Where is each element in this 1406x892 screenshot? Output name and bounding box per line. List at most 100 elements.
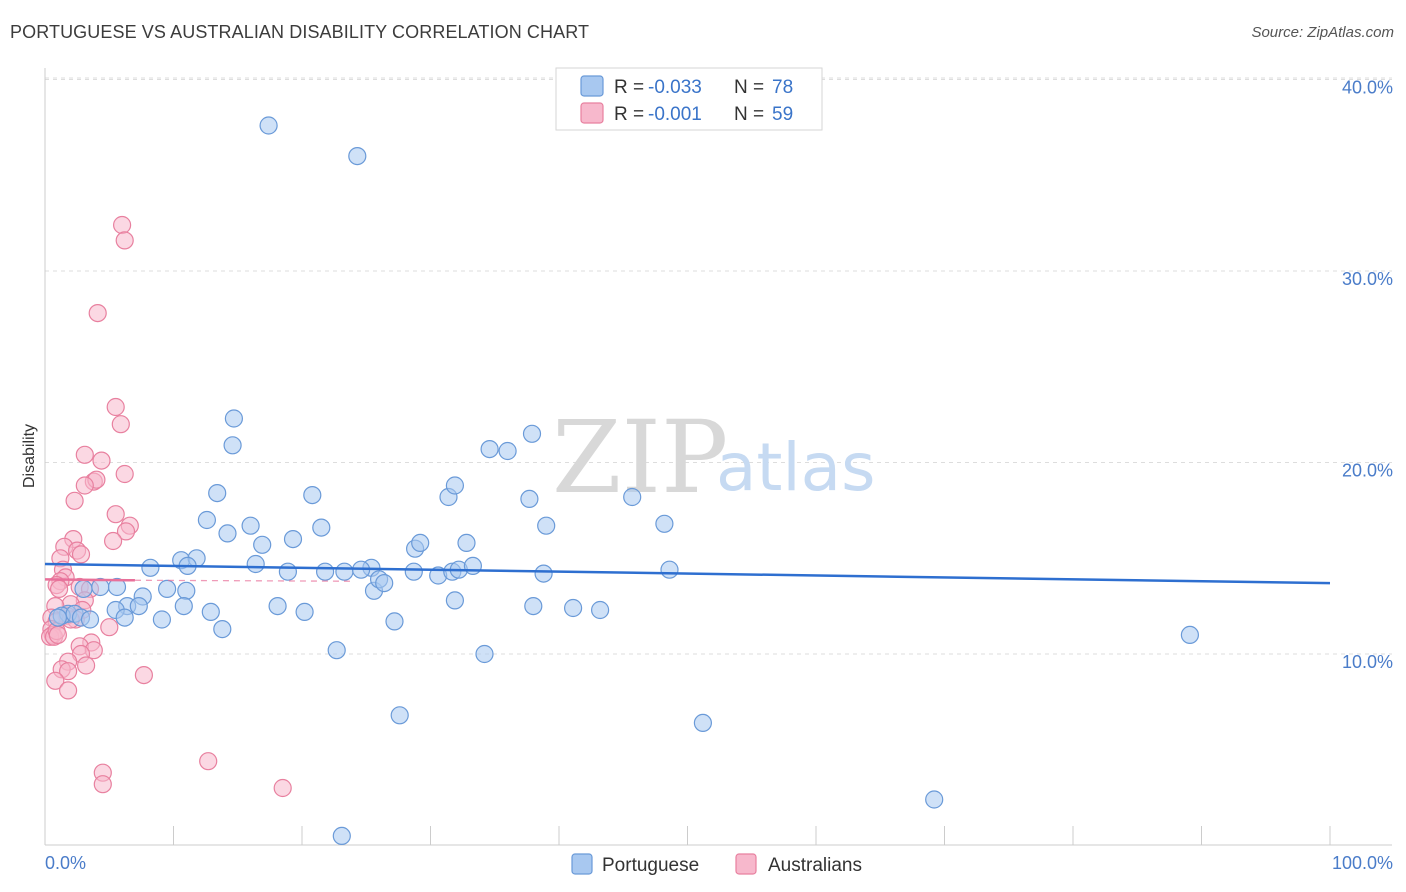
y-tick-label-1: 20.0% xyxy=(1342,461,1393,481)
watermark: ZIP atlas xyxy=(552,399,876,516)
point-portuguese-64 xyxy=(537,516,556,535)
chart-title: PORTUGUESE VS AUSTRALIAN DISABILITY CORR… xyxy=(10,22,590,42)
point-portuguese-6 xyxy=(197,510,216,530)
point-portuguese-70 xyxy=(590,600,610,620)
point-portuguese-3 xyxy=(223,436,242,455)
y-tick-labels: 10.0% 20.0% 30.0% 40.0% xyxy=(1342,78,1393,673)
point-australians-10 xyxy=(75,476,94,495)
point-portuguese-59 xyxy=(445,476,464,495)
y-tick-label-3: 40.0% xyxy=(1342,78,1393,98)
point-portuguese-45 xyxy=(375,573,394,593)
legend-n-value-portuguese: 78 xyxy=(772,77,793,98)
point-portuguese-2 xyxy=(224,409,243,428)
point-australians-7 xyxy=(115,464,134,484)
legend-r-value-portuguese: -0.033 xyxy=(648,77,702,98)
point-portuguese-62 xyxy=(522,424,542,443)
legend-swatch-australians xyxy=(580,102,604,124)
point-portuguese-9 xyxy=(253,535,272,554)
point-portuguese-50 xyxy=(385,612,404,631)
axes xyxy=(44,68,1392,846)
legend-n-label-australians: N = xyxy=(734,104,764,125)
point-portuguese-10 xyxy=(283,529,303,549)
point-australians-52 xyxy=(199,752,218,771)
point-portuguese-51 xyxy=(327,641,346,660)
point-portuguese-11 xyxy=(312,518,331,537)
point-portuguese-39 xyxy=(295,602,314,622)
point-portuguese-0 xyxy=(259,116,278,135)
point-portuguese-47 xyxy=(404,562,423,581)
legend-r-label-portuguese: R = xyxy=(614,77,644,98)
point-portuguese-60 xyxy=(480,440,499,459)
legend-swatch-portuguese xyxy=(580,75,604,97)
point-australians-3 xyxy=(106,397,125,417)
point-australians-0 xyxy=(112,215,132,235)
point-portuguese-57 xyxy=(457,533,476,553)
point-portuguese-32 xyxy=(129,596,148,616)
legend-n-label-portuguese: N = xyxy=(734,77,764,98)
point-portuguese-36 xyxy=(152,610,171,629)
point-portuguese-23 xyxy=(74,579,93,599)
point-portuguese-17 xyxy=(278,562,297,581)
point-australians-46 xyxy=(76,656,96,675)
point-portuguese-56 xyxy=(463,556,482,576)
point-portuguese-71 xyxy=(623,487,642,507)
point-australians-14 xyxy=(116,522,136,541)
watermark-atlas: atlas xyxy=(716,429,876,506)
point-portuguese-77 xyxy=(332,826,351,846)
point-portuguese-69 xyxy=(563,598,583,618)
point-portuguese-8 xyxy=(241,516,260,535)
point-australians-25 xyxy=(49,579,69,599)
point-portuguese-73 xyxy=(660,560,679,579)
point-australians-2 xyxy=(88,304,107,323)
point-portuguese-66 xyxy=(524,596,543,616)
source-label: Source: ZipAtlas.com xyxy=(1251,24,1394,41)
point-portuguese-1 xyxy=(348,147,367,166)
legend: R = -0.033 N = 78 R = -0.001 N = 59 xyxy=(555,67,823,131)
trend-dashed-australians xyxy=(134,579,354,582)
point-australians-55 xyxy=(273,778,292,798)
bottom-legend-label-portuguese: Portuguese xyxy=(602,855,699,876)
y-tick-label-2: 30.0% xyxy=(1342,269,1393,289)
point-australians-49 xyxy=(134,665,153,685)
point-portuguese-34 xyxy=(174,596,193,616)
point-portuguese-37 xyxy=(213,619,232,639)
point-australians-4 xyxy=(111,415,130,434)
point-portuguese-63 xyxy=(520,489,539,508)
x-tick-labels: 0.0% 100.0% xyxy=(45,853,1393,873)
point-australians-51 xyxy=(58,681,78,700)
trend-lines xyxy=(44,562,1331,585)
point-portuguese-16 xyxy=(246,554,265,574)
point-australians-57 xyxy=(48,625,68,645)
bottom-legend-swatch-portuguese xyxy=(571,853,593,875)
point-portuguese-29 xyxy=(80,610,100,629)
point-portuguese-40 xyxy=(316,562,335,581)
point-australians-48 xyxy=(58,662,78,681)
bottom-legend-label-australians: Australians xyxy=(768,855,862,876)
point-portuguese-5 xyxy=(303,486,322,505)
point-portuguese-7 xyxy=(218,524,237,543)
point-portuguese-74 xyxy=(693,713,713,733)
point-australians-54 xyxy=(93,775,112,794)
point-portuguese-28 xyxy=(48,608,68,627)
series-portuguese xyxy=(48,116,1200,846)
legend-r-label-australians: R = xyxy=(614,104,644,125)
y-axis-label: Disability xyxy=(21,424,38,488)
bottom-legend: Portuguese Australians xyxy=(571,853,862,876)
point-portuguese-61 xyxy=(498,441,517,461)
legend-n-value-australians: 59 xyxy=(772,104,793,125)
series-australians xyxy=(40,215,292,798)
trend-line-australians xyxy=(44,578,135,582)
point-portuguese-41 xyxy=(335,562,354,581)
point-portuguese-20 xyxy=(177,581,196,600)
point-portuguese-67 xyxy=(445,591,464,610)
x-tick-label-0: 0.0% xyxy=(45,853,86,873)
point-australians-5 xyxy=(75,445,94,464)
point-australians-36 xyxy=(100,618,119,637)
point-portuguese-75 xyxy=(925,790,944,809)
point-australians-16 xyxy=(103,531,123,551)
point-portuguese-68 xyxy=(475,644,494,664)
bottom-legend-swatch-australians xyxy=(735,853,757,875)
point-portuguese-33 xyxy=(115,608,134,627)
point-portuguese-4 xyxy=(208,484,227,503)
